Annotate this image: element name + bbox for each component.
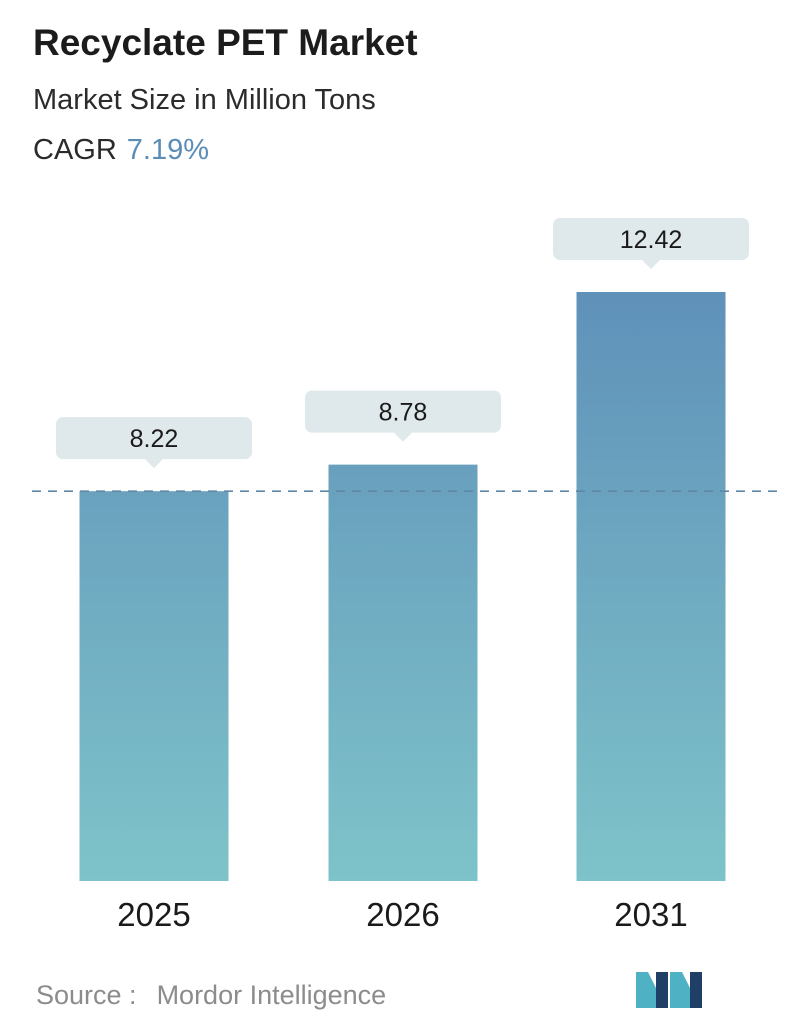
source-attribution: Source : Mordor Intelligence (36, 980, 386, 1011)
data-labels-layer: 8.22 8.78 12.42 (56, 218, 749, 469)
data-label-text: 12.42 (620, 226, 683, 254)
x-tick-label-2025: 2025 (117, 896, 190, 933)
source-name: Mordor Intelligence (156, 980, 387, 1010)
cagr-label: CAGR (33, 134, 117, 166)
data-label-text: 8.22 (130, 425, 179, 453)
data-label-box (56, 417, 252, 460)
chart-subtitle: Market Size in Million Tons (33, 84, 376, 116)
mordor-intelligence-logo-icon (636, 972, 702, 1008)
bar-2026 (328, 464, 478, 881)
data-label-box (305, 390, 501, 433)
data-label-2026: 8.78 (305, 390, 501, 442)
x-tick-label-2026: 2026 (366, 896, 439, 933)
source-label: Source : (36, 980, 137, 1010)
bar-2025 (79, 491, 229, 881)
chart-title: Recyclate PET Market (33, 22, 418, 63)
data-label-2031: 12.42 (553, 218, 749, 269)
bars-layer (79, 292, 726, 881)
data-label-pointer (145, 459, 163, 469)
data-label-2025: 8.22 (56, 417, 252, 469)
x-tick-label-2031: 2031 (614, 896, 687, 933)
cagr-value: 7.19% (126, 134, 210, 166)
data-label-box (553, 218, 749, 260)
data-label-pointer (642, 260, 660, 269)
data-label-text: 8.78 (379, 399, 428, 427)
bar-2031 (576, 292, 726, 881)
x-tick-labels-layer: 2025 2026 2031 (117, 896, 687, 933)
cagr-line: CAGR 7.19% (33, 134, 209, 167)
data-label-pointer (394, 432, 412, 442)
